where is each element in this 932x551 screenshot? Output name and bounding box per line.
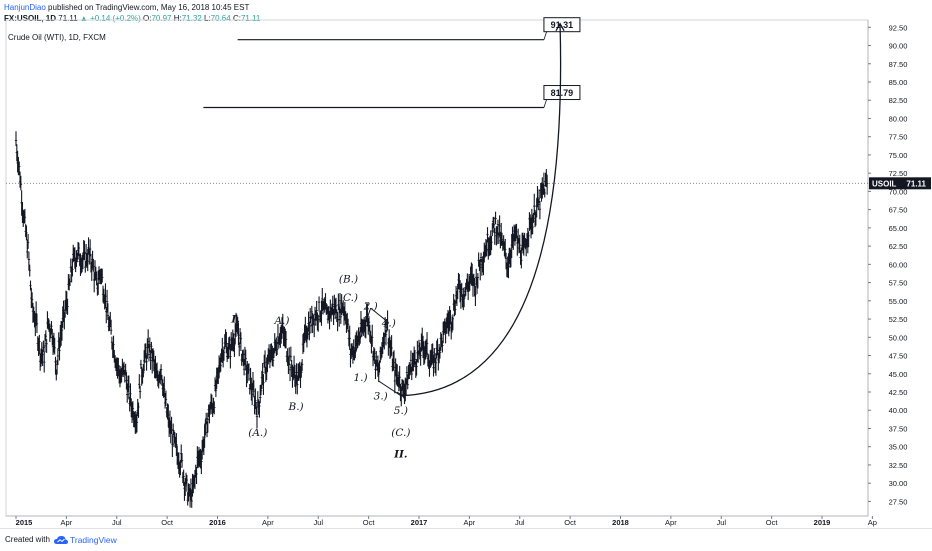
- triangle-up-icon: ▲: [79, 14, 88, 23]
- current-price-badge: [869, 177, 931, 190]
- x-tick-label: Oct: [564, 518, 577, 527]
- wave-label: 4.): [381, 317, 396, 329]
- wave-label: B.): [288, 401, 304, 413]
- x-tick-label: Oct: [766, 518, 779, 527]
- wave-line: [378, 380, 402, 397]
- target-label-box: [543, 85, 581, 101]
- y-tick-label: 70.00: [889, 187, 908, 196]
- high-value: 71.32: [181, 14, 202, 23]
- y-tick-label: 72.50: [889, 169, 908, 178]
- last-price: 71.11: [58, 14, 78, 23]
- x-tick-label: Oct: [363, 518, 376, 527]
- x-tick-label: Jul: [112, 518, 122, 527]
- high-label: H:: [173, 14, 182, 23]
- y-tick-label: 75.00: [889, 151, 908, 160]
- y-tick-label: 80.00: [889, 114, 908, 123]
- projection-arrowhead: [555, 22, 565, 31]
- wave-line: [354, 307, 372, 356]
- low-label: L:: [204, 14, 211, 23]
- y-tick-label: 35.00: [889, 443, 908, 452]
- footer: Created with TradingView: [0, 528, 932, 551]
- target-label: 91.31: [551, 20, 574, 30]
- y-tick-label: 32.50: [889, 461, 908, 470]
- current-price-value: 71.11: [906, 179, 926, 188]
- y-tick-label: 27.50: [889, 497, 908, 506]
- close-value: 71.11: [240, 14, 261, 23]
- y-tick-label: 50.00: [889, 333, 908, 342]
- published-text: published on TradingView.com, May 16, 20…: [48, 3, 250, 12]
- x-tick-label: 2019: [814, 518, 831, 527]
- chart-header: HanjunDiao published on TradingView.com,…: [4, 2, 704, 26]
- wave-label: (C.): [391, 427, 410, 439]
- target-label-box: [543, 17, 581, 33]
- wave-label: 3.): [374, 390, 388, 402]
- wave-label: I.: [230, 314, 240, 326]
- x-tick-label: Ap: [868, 518, 877, 527]
- wave-label: 1.): [354, 372, 368, 384]
- y-tick-label: 55.00: [889, 297, 908, 306]
- x-tick-label: Jul: [716, 518, 726, 527]
- symbol-label[interactable]: FX:USOIL, 1D: [4, 14, 57, 23]
- current-price-symbol: USOIL: [872, 179, 897, 188]
- y-tick-label: 77.50: [889, 133, 908, 142]
- close-label: C:: [232, 14, 241, 23]
- y-tick-label: 87.50: [889, 60, 908, 69]
- y-tick-label: 92.50: [889, 23, 908, 32]
- chart-title: Crude Oil (WTI), 1D, FXCM: [8, 33, 106, 42]
- x-tick-label: Oct: [161, 518, 174, 527]
- y-tick-label: 82.50: [889, 96, 908, 105]
- y-tick-label: 57.50: [889, 279, 908, 288]
- created-with-text: Created with: [5, 535, 50, 544]
- wave-label: (B.): [339, 274, 358, 286]
- y-tick-label: 37.50: [889, 424, 908, 433]
- x-tick-label: Apr: [262, 518, 274, 527]
- y-tick-label: 90.00: [889, 42, 908, 51]
- plot-frame: [5, 19, 869, 517]
- y-tick-label: 67.50: [889, 206, 908, 215]
- footer-brand: TradingView: [70, 535, 117, 545]
- projection-curve: [400, 23, 562, 397]
- x-tick-label: 2016: [209, 518, 226, 527]
- wave-label: II.: [393, 449, 407, 461]
- open-value: 70.97: [151, 14, 172, 23]
- tradingview-logo[interactable]: TradingView: [54, 534, 117, 546]
- y-tick-label: 62.50: [889, 242, 908, 251]
- x-tick-label: 2018: [612, 518, 629, 527]
- x-tick-label: Apr: [464, 518, 476, 527]
- y-tick-label: 30.00: [889, 479, 908, 488]
- x-tick-label: 2017: [411, 518, 428, 527]
- wave-line: [370, 307, 390, 324]
- x-tick-label: Apr: [665, 518, 677, 527]
- chart-area[interactable]: 92.50 90.00 87.50 85.00 82.50 80.00 77.50 75.00…: [0, 0, 932, 528]
- y-tick-label: 42.50: [889, 388, 908, 397]
- x-tick-label: Jul: [515, 518, 525, 527]
- y-tick-label: 47.50: [889, 352, 908, 361]
- author-link[interactable]: HanjunDiao: [4, 3, 46, 12]
- tradingview-cloud-icon: [54, 535, 68, 544]
- open-label: O:: [143, 14, 152, 23]
- x-tick-label: Apr: [61, 518, 73, 527]
- y-tick-label: 40.00: [889, 406, 908, 415]
- y-tick-label: 65.00: [889, 224, 908, 233]
- price-change: +0.14 (+0.2%): [90, 14, 141, 23]
- x-tick-label: Jul: [313, 518, 323, 527]
- x-tick-label: 2015: [16, 518, 33, 527]
- wave-label: 5.): [394, 405, 408, 417]
- y-tick-label: 85.00: [889, 78, 908, 87]
- y-tick-label: 60.00: [889, 260, 908, 269]
- target-label: 81.79: [551, 88, 574, 98]
- wave-label: C.): [343, 292, 358, 304]
- low-value: 70.64: [210, 14, 231, 23]
- y-tick-label: 52.50: [889, 315, 908, 324]
- y-tick-label: 45.00: [889, 370, 908, 379]
- wave-label: (A.): [248, 427, 267, 439]
- wave-label: 2.): [363, 301, 378, 313]
- wave-label: A.): [273, 315, 289, 327]
